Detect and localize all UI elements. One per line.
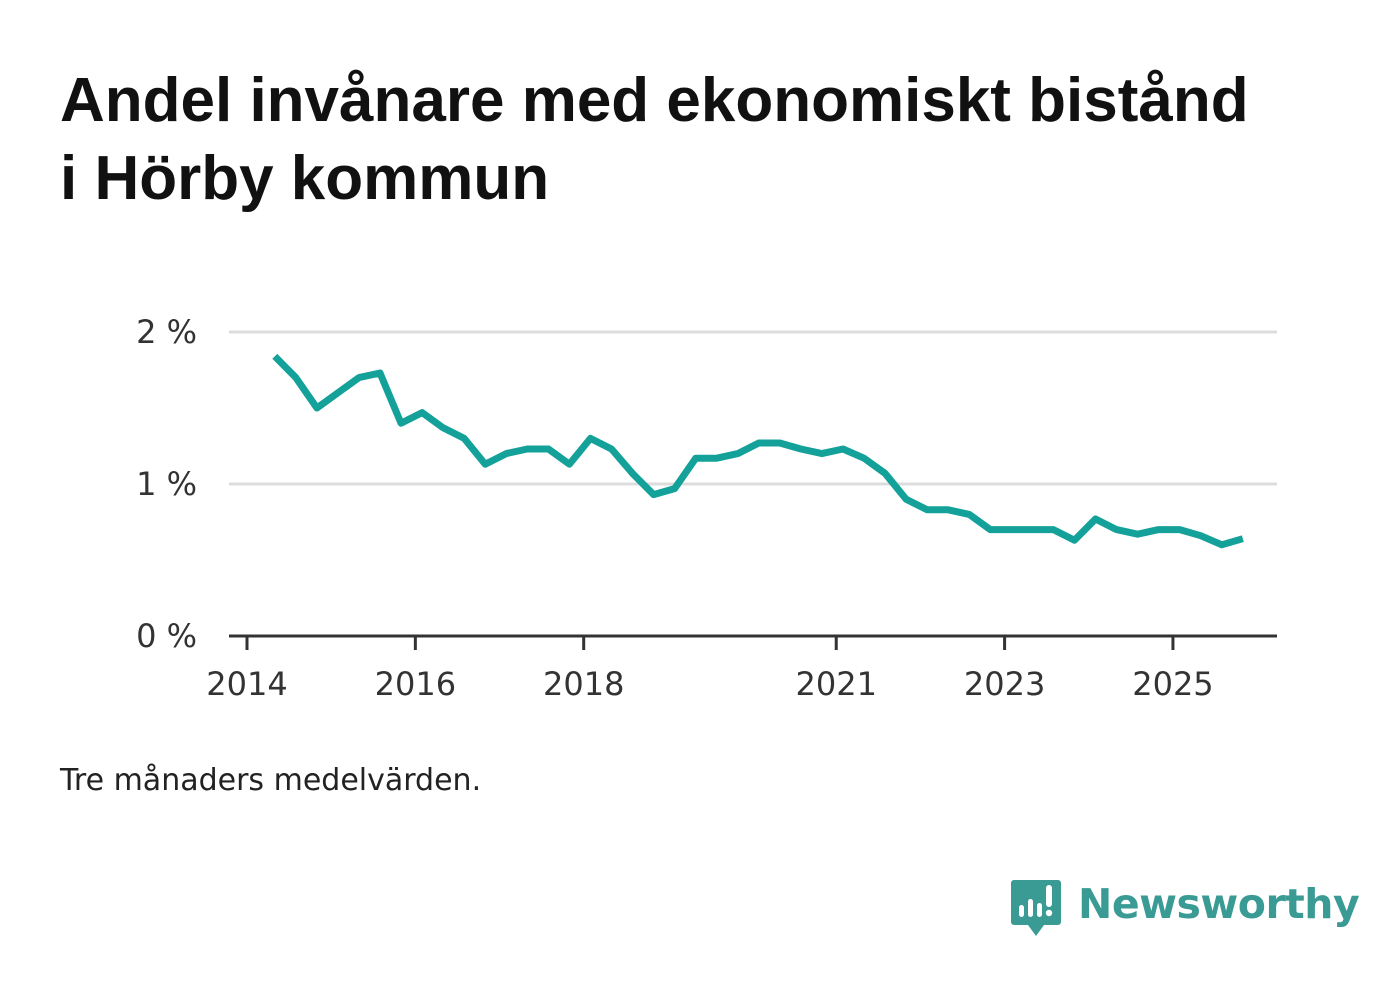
chart-title: Andel invånare med ekonomiskt bistånd i …: [60, 66, 1249, 213]
x-tick-label: 2016: [375, 665, 456, 703]
brand-name: Newsworthy: [1078, 880, 1360, 928]
y-tick-label: 1 %: [136, 465, 197, 503]
x-tick-label: 2014: [206, 665, 287, 703]
y-axis-labels: 0 % 1 % 2 %: [136, 313, 197, 655]
line-chart: 0 % 1 % 2 % 2014 2016 2018 2021 2023 2025: [136, 313, 1277, 703]
x-tick-label: 2018: [543, 665, 624, 703]
series-layer: [272, 353, 1244, 549]
y-tick-label: 2 %: [136, 313, 197, 351]
grid-layer: [229, 330, 1277, 486]
x-tick-label: 2025: [1132, 665, 1213, 703]
x-tick-label: 2023: [964, 665, 1045, 703]
newsworthy-logo-icon: [1011, 880, 1061, 936]
x-axis-labels: 2014 2016 2018 2021 2023 2025: [206, 665, 1213, 703]
series-line: [272, 353, 1244, 549]
brand: Newsworthy: [1010, 878, 1360, 942]
y-tick-label: 0 %: [136, 617, 197, 655]
x-axis: [229, 634, 1277, 650]
chart-note: Tre månaders medelvärden.: [60, 763, 482, 798]
x-tick-label: 2021: [796, 665, 877, 703]
